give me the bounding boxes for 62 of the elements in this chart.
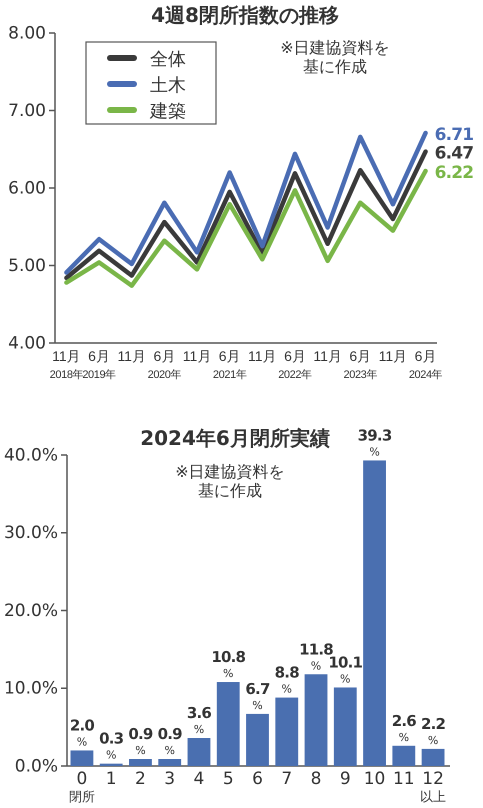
bar	[216, 682, 240, 766]
legend-label: 建築	[149, 101, 186, 122]
x-tick-label: 11月	[313, 348, 342, 364]
data-label: 2.2 %	[420, 714, 446, 747]
data-label: 39.3 %	[358, 426, 392, 458]
data-label: 8.8 %	[274, 664, 300, 696]
y-tick-label: 0.0%	[14, 756, 58, 776]
x-tick-label: 8	[310, 769, 322, 789]
line-series	[64, 168, 428, 288]
x-tick-label: 4	[194, 769, 204, 789]
x-tick-label: 6	[252, 769, 263, 789]
x-tick-label: 1	[106, 769, 117, 789]
bar	[392, 746, 416, 766]
x-tick-label: 2	[135, 769, 146, 789]
data-label: 3.6 %	[186, 704, 212, 736]
y-tick-label: 5.00	[8, 256, 46, 276]
annotation: ※日建協資料を基に作成	[280, 38, 390, 76]
x-tick-label: 10	[364, 769, 386, 789]
bar	[158, 759, 182, 766]
x-tick-label: 7	[281, 769, 292, 789]
y-tick-label: 4.00	[8, 333, 46, 354]
data-label: 2.6 %	[392, 712, 416, 744]
y-tick-label: 10.0%	[4, 678, 58, 699]
x-tick-label: 11	[392, 769, 415, 789]
bar	[275, 698, 298, 766]
legend-label: 土木	[150, 75, 186, 96]
data-label: 6.47	[434, 144, 474, 164]
data-label: 0.9 %	[158, 725, 182, 758]
data-label: 6.71	[434, 124, 474, 145]
bar	[246, 714, 269, 766]
bar	[422, 748, 444, 766]
x-tick-label: 11月	[378, 348, 408, 364]
y-tick-label: 40.0%	[4, 445, 58, 466]
bar	[304, 674, 328, 766]
bar	[334, 687, 357, 766]
data-label: 10.8 %	[211, 648, 246, 680]
bar	[129, 759, 152, 766]
bar	[70, 750, 94, 766]
y-tick-label: 30.0%	[4, 523, 58, 544]
line-series	[64, 130, 428, 275]
line-series	[64, 149, 428, 280]
annotation: ※日建協資料を基に作成	[175, 462, 285, 500]
x-tick-label: 3	[164, 769, 176, 789]
chart-title: 4週8閉所指数の推移	[151, 3, 339, 27]
x-tick-label: 11月	[248, 348, 277, 364]
data-label: 0.9 %	[128, 725, 153, 758]
legend-label: 全体	[150, 49, 186, 70]
x-tick-label: 9	[340, 769, 351, 789]
chart-title: 2024年6月閉所実績	[140, 426, 330, 450]
data-label: 0.3 %	[99, 730, 124, 762]
y-tick-label: 20.0%	[4, 600, 58, 621]
data-label: 6.22	[434, 162, 474, 183]
bar	[188, 738, 210, 766]
data-label: 6.7 %	[245, 680, 270, 712]
data-label: 2.0 %	[70, 716, 94, 748]
x-tick-label: 11月	[182, 348, 212, 364]
bar	[363, 460, 386, 766]
y-tick-label: 8.00	[8, 23, 46, 44]
y-tick-label: 7.00	[8, 100, 46, 121]
x-tick-label: 5	[222, 769, 234, 789]
y-tick-label: 6.00	[8, 178, 46, 198]
x-tick-label: 11月	[117, 348, 146, 364]
